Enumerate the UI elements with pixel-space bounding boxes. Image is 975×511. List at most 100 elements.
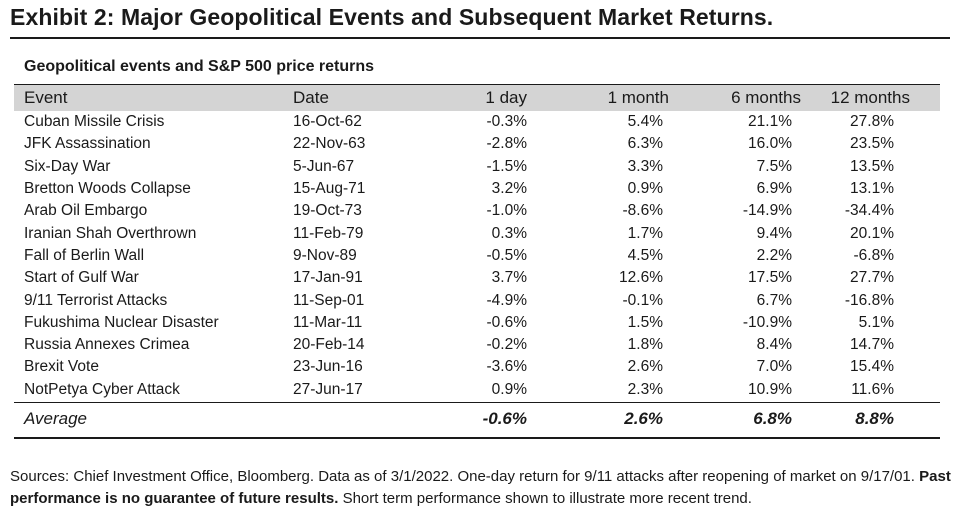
cell-event: Six-Day War <box>24 157 111 175</box>
footnote: Sources: Chief Investment Office, Bloomb… <box>10 466 960 510</box>
cell-1-day: -4.9% <box>486 291 528 309</box>
cell-date: 23-Jun-16 <box>293 358 363 376</box>
cell-event: Bretton Woods Collapse <box>24 180 191 198</box>
table-bottom-rule <box>14 401 940 403</box>
cell-1-month: -8.6% <box>622 202 664 220</box>
cell-date: 15-Aug-71 <box>293 180 366 198</box>
cell-6-months: -14.9% <box>742 202 792 220</box>
cell-1-month: 2.6% <box>627 358 663 376</box>
cell-1-month: 2.3% <box>627 380 663 398</box>
cell-12-months: -34.4% <box>844 202 894 220</box>
table-row: NotPetya Cyber Attack 27-Jun-17 0.9% 2.3% 10… <box>14 379 940 401</box>
cell-date: 11-Sep-01 <box>293 291 365 309</box>
cell-12-months: 14.7% <box>850 336 894 354</box>
cell-12-months: 27.8% <box>850 113 894 131</box>
cell-date: 16-Oct-62 <box>293 113 362 131</box>
average-1-day: -0.6% <box>482 408 527 428</box>
cell-date: 27-Jun-17 <box>293 380 363 398</box>
cell-6-months: 6.7% <box>756 291 792 309</box>
cell-date: 20-Feb-14 <box>293 336 365 354</box>
cell-event: Brexit Vote <box>24 358 99 376</box>
cell-12-months: 13.5% <box>850 157 894 175</box>
cell-1-day: -0.3% <box>486 113 528 131</box>
table-caption: Geopolitical events and S&P 500 price re… <box>24 58 375 75</box>
column-header-6-months: 6 months <box>731 88 801 107</box>
cell-1-month: 3.3% <box>627 157 663 175</box>
cell-1-month: 5.4% <box>627 113 663 131</box>
average-12-months: 8.8% <box>855 408 894 428</box>
cell-1-month: 12.6% <box>619 269 663 287</box>
cell-1-day: -0.2% <box>486 336 528 354</box>
footnote-trailing: Short term performance shown to illustra… <box>342 490 752 507</box>
table-header-row: Event Date 1 day 1 month 6 months 12 mon… <box>14 85 940 111</box>
cell-1-day: -1.5% <box>486 157 528 175</box>
column-header-date: Date <box>293 88 329 107</box>
table-row: 9/11 Terrorist Attacks 11-Sep-01 -4.9% -0.1… <box>14 289 940 311</box>
average-rule <box>14 436 940 439</box>
cell-12-months: 5.1% <box>858 313 894 331</box>
cell-event: JFK Assassination <box>24 135 151 153</box>
table-row: Russia Annexes Crimea 20-Feb-14 -0.2% 1.8% 8… <box>14 334 940 356</box>
cell-1-day: -1.0% <box>486 202 528 220</box>
cell-1-day: 0.9% <box>491 380 527 398</box>
cell-12-months: 11.6% <box>851 380 894 398</box>
cell-6-months: 21.1% <box>748 113 792 131</box>
cell-12-months: 20.1% <box>850 224 894 242</box>
cell-event: Fall of Berlin Wall <box>24 246 145 264</box>
table-row: Fall of Berlin Wall 9-Nov-89 -0.5% 4.5% 2.2%… <box>14 245 940 267</box>
average-row: Average -0.6% 2.6% 6.8% 8.8% <box>14 403 940 435</box>
average-1-month: 2.6% <box>624 408 663 428</box>
cell-1-day: -3.6% <box>486 358 528 376</box>
cell-6-months: 6.9% <box>756 180 792 198</box>
cell-event: Cuban Missile Crisis <box>24 113 165 131</box>
cell-event: Fukushima Nuclear Disaster <box>24 313 219 331</box>
cell-6-months: 7.5% <box>756 157 792 175</box>
cell-1-month: 0.9% <box>627 180 663 198</box>
table-row: JFK Assassination 22-Nov-63 -2.8% 6.3% 16.0%… <box>14 133 940 155</box>
column-header-event: Event <box>24 88 68 107</box>
cell-event: Arab Oil Embargo <box>24 202 148 220</box>
cell-date: 17-Jan-91 <box>293 269 363 287</box>
cell-6-months: 16.0% <box>748 135 792 153</box>
cell-date: 11-Feb-79 <box>293 224 364 242</box>
cell-1-month: 1.5% <box>627 313 663 331</box>
table-row: Brexit Vote 23-Jun-16 -3.6% 2.6% 7.0% 15.4% <box>14 356 940 378</box>
table-row: Cuban Missile Crisis 16-Oct-62 -0.3% 5.4% 21… <box>14 111 940 133</box>
average-label: Average <box>24 408 88 428</box>
cell-1-day: 0.3% <box>491 224 527 242</box>
table-row: Iranian Shah Overthrown 11-Feb-79 0.3% 1.7%… <box>14 222 940 244</box>
cell-12-months: 27.7% <box>850 269 894 287</box>
cell-event: Russia Annexes Crimea <box>24 336 190 354</box>
cell-event: Iranian Shah Overthrown <box>24 224 197 242</box>
table-row: Arab Oil Embargo 19-Oct-73 -1.0% -8.6% -14.9… <box>14 200 940 222</box>
caption-rule <box>14 84 940 85</box>
cell-1-month: 1.8% <box>627 336 663 354</box>
cell-1-day: -2.8% <box>486 135 528 153</box>
cell-6-months: 8.4% <box>756 336 792 354</box>
cell-6-months: 9.4% <box>756 224 792 242</box>
table-row: Six-Day War 5-Jun-67 -1.5% 3.3% 7.5% 13.5% <box>14 156 940 178</box>
cell-12-months: 13.1% <box>850 180 894 198</box>
cell-6-months: -10.9% <box>742 313 792 331</box>
table-body: Cuban Missile Crisis 16-Oct-62 -0.3% 5.4% 21… <box>14 111 940 401</box>
cell-event: 9/11 Terrorist Attacks <box>24 291 168 309</box>
cell-6-months: 17.5% <box>748 269 792 287</box>
cell-date: 22-Nov-63 <box>293 135 366 153</box>
cell-1-day: 3.2% <box>491 180 527 198</box>
cell-12-months: 23.5% <box>850 135 894 153</box>
cell-date: 19-Oct-73 <box>293 202 362 220</box>
cell-1-day: -0.6% <box>486 313 528 331</box>
footnote-disclaimer: Past performance is no guarantee of futu… <box>10 468 951 507</box>
cell-1-month: 4.5% <box>627 246 663 264</box>
returns-table: Event Date 1 day 1 month 6 months 12 mon… <box>14 85 940 439</box>
cell-date: 9-Nov-89 <box>293 246 357 264</box>
cell-12-months: -6.8% <box>853 246 895 264</box>
title-rule <box>10 37 950 39</box>
cell-date: 11-Mar-11 <box>293 313 363 331</box>
cell-event: Start of Gulf War <box>24 269 139 287</box>
cell-1-day: 3.7% <box>491 269 527 287</box>
column-header-12-months: 12 months <box>830 88 910 107</box>
cell-1-month: -0.1% <box>622 291 664 309</box>
cell-event: NotPetya Cyber Attack <box>24 380 180 398</box>
table-row: Start of Gulf War 17-Jan-91 3.7% 12.6% 17.5%… <box>14 267 940 289</box>
